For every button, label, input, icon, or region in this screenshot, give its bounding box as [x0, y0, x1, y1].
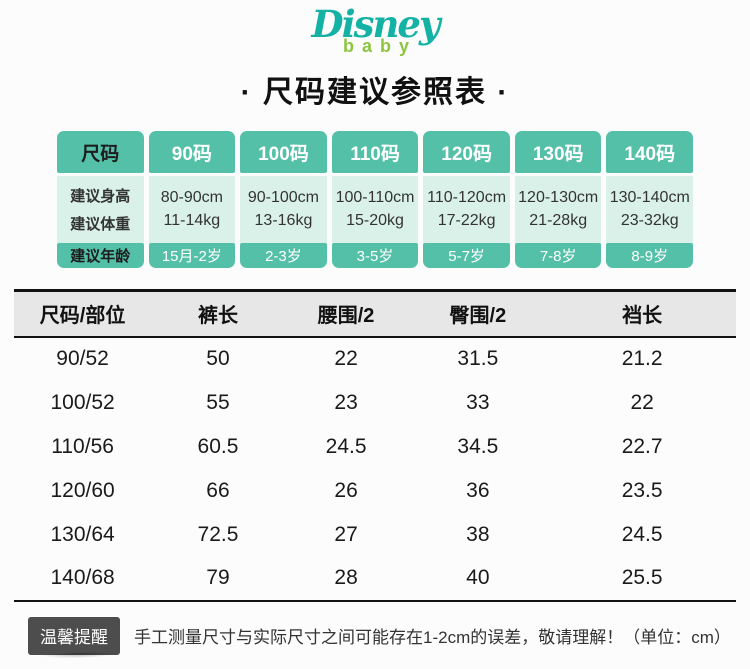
- note-badge: 温馨提醒: [28, 616, 120, 655]
- weight-value: 21-28kg: [529, 212, 588, 229]
- height-value: 80-90cm: [160, 189, 223, 206]
- size-card-age: 5-7岁: [423, 243, 510, 268]
- note: 温馨提醒 手工测量尺寸与实际尺寸之间可能存在1-2cm的误差，敬请理解！（单位：…: [28, 616, 740, 655]
- table-row: 140/68 79 28 40 25.5: [14, 557, 736, 601]
- size-card-size: 120码: [423, 131, 510, 173]
- baby-wordmark: baby: [342, 36, 417, 56]
- table-cell: 36: [466, 478, 490, 502]
- height-value: 120-130cm: [518, 189, 599, 206]
- size-card-height-weight: 100-110cm 15-20kg: [331, 176, 419, 243]
- table-cell: 72.5: [197, 522, 239, 546]
- weight-value: 17-22kg: [437, 212, 496, 229]
- table-row: 110/56 60.5 24.5 34.5 22.7: [14, 425, 736, 469]
- table-row: 120/60 66 26 36 23.5: [14, 469, 736, 513]
- size-card-age: 2-3岁: [240, 243, 327, 268]
- column-header: 裤长: [197, 305, 238, 328]
- weight-value: 23-32kg: [620, 212, 679, 229]
- size-header-label: 尺码: [57, 131, 144, 173]
- table-cell: 55: [206, 390, 230, 414]
- weight-value: 11-14kg: [163, 212, 221, 229]
- table-cell: 140/68: [50, 566, 115, 589]
- table-cell: 23: [334, 390, 358, 414]
- table-cell: 21.2: [621, 347, 663, 370]
- table-cell: 27: [334, 522, 358, 546]
- table-cell: 25.5: [621, 566, 663, 589]
- size-card-height-weight: 110-120cm 17-22kg: [423, 176, 510, 243]
- size-card-size: 90码: [148, 131, 236, 173]
- age-label: 建议年龄: [57, 243, 144, 268]
- height-value: 90-100cm: [247, 189, 320, 206]
- size-card: 90码 80-90cm 11-14kg 15月-2岁: [148, 131, 236, 268]
- height-value: 130-140cm: [609, 189, 690, 206]
- table-cell: 100/52: [50, 390, 115, 414]
- table-cell: 22: [334, 347, 358, 370]
- table-cell: 120/60: [50, 478, 115, 502]
- height-value: 100-110cm: [335, 189, 415, 206]
- brand-logo: Disney baby: [0, 0, 750, 56]
- table-cell: 23.5: [621, 478, 663, 502]
- size-recommendation-table: 尺码 建议身高 建议体重 建议年龄 90码 80-90cm 11-14kg 15月-2…: [57, 131, 694, 268]
- height-value: 110-120cm: [427, 189, 507, 206]
- size-card: 100码 90-100cm 13-16kg 2-3岁: [240, 131, 327, 268]
- size-card-height-weight: 90-100cm 13-16kg: [240, 176, 327, 243]
- table-cell: 38: [466, 522, 490, 546]
- table-cell: 33: [466, 390, 490, 414]
- weight-value: 13-16kg: [254, 212, 313, 229]
- table-cell: 34.5: [457, 434, 499, 458]
- table-cell: 50: [206, 347, 230, 370]
- measurement-table-header: 尺码/部位 裤长 腰围/2 臀围/2 裆长: [14, 290, 736, 337]
- table-cell: 31.5: [457, 347, 499, 370]
- header-row: 尺码/部位 裤长 腰围/2 臀围/2 裆长: [14, 290, 736, 337]
- table-cell: 22.7: [621, 434, 663, 458]
- table-cell: 60.5: [197, 434, 239, 458]
- height-label: 建议身高: [70, 188, 131, 205]
- measurement-table: 尺码/部位 裤长 腰围/2 臀围/2 裆长 90/52 50 22 31.5 21.2 100/5…: [14, 289, 736, 602]
- table-cell: 28: [334, 566, 358, 589]
- weight-label: 建议体重: [70, 216, 131, 233]
- column-header: 裆长: [622, 305, 663, 328]
- size-card-size: 100码: [240, 131, 327, 173]
- table-cell: 22: [630, 390, 654, 414]
- size-card-age: 8-9岁: [606, 243, 694, 268]
- table-cell: 110/56: [51, 434, 114, 458]
- table-row: 130/64 72.5 27 38 24.5: [14, 513, 736, 557]
- disney-wordmark: Disney: [311, 2, 441, 46]
- size-card-age: 3-5岁: [331, 243, 419, 268]
- size-card-age: 7-8岁: [514, 243, 602, 268]
- measurement-table-body: 90/52 50 22 31.5 21.2 100/52 55 23 33 22 110/56 60.…: [14, 337, 736, 601]
- table-cell: 26: [334, 478, 358, 502]
- size-card: 140码 130-140cm 23-32kg 8-9岁: [606, 131, 694, 268]
- table-cell: 130/64: [50, 522, 115, 546]
- size-row-labels: 建议身高 建议体重: [57, 176, 144, 243]
- table-cell: 24.5: [325, 434, 367, 458]
- table-cell: 66: [206, 478, 230, 502]
- size-card-size: 140码: [606, 131, 694, 173]
- note-text: 手工测量尺寸与实际尺寸之间可能存在1-2cm的误差，敬请理解！（单位：cm）: [134, 628, 731, 647]
- measurement-table-section: 尺码/部位 裤长 腰围/2 臀围/2 裆长 90/52 50 22 31.5 21.2 100/5…: [0, 289, 750, 602]
- table-cell: 79: [206, 566, 230, 589]
- column-header: 尺码/部位: [39, 305, 126, 328]
- column-header: 腰围/2: [317, 305, 375, 328]
- size-card-height-weight: 120-130cm 21-28kg: [514, 176, 602, 243]
- size-card: 110码 100-110cm 15-20kg 3-5岁: [331, 131, 419, 268]
- size-card-height-weight: 130-140cm 23-32kg: [606, 176, 694, 243]
- page-title: · 尺码建议参照表 ·: [240, 76, 510, 109]
- size-card-age: 15月-2岁: [148, 243, 236, 268]
- table-cell: 40: [466, 566, 490, 589]
- size-card: 120码 110-120cm 17-22kg 5-7岁: [423, 131, 510, 268]
- table-cell: 24.5: [621, 522, 663, 546]
- weight-value: 15-20kg: [346, 212, 404, 229]
- size-card: 130码 120-130cm 21-28kg 7-8岁: [514, 131, 602, 268]
- size-card-size: 130码: [514, 131, 602, 173]
- table-row: 100/52 55 23 33 22: [14, 381, 736, 425]
- table-row: 90/52 50 22 31.5 21.2: [14, 337, 736, 381]
- size-card-labels: 尺码 建议身高 建议体重 建议年龄: [57, 131, 144, 268]
- size-card-height-weight: 80-90cm 11-14kg: [148, 176, 236, 243]
- size-card-size: 110码: [331, 131, 419, 173]
- table-cell: 90/52: [56, 347, 109, 370]
- column-header: 臀围/2: [449, 305, 507, 328]
